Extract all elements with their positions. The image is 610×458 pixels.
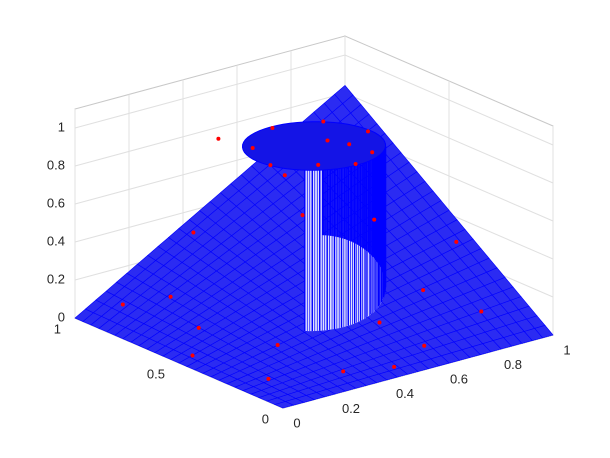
scatter-point (347, 142, 352, 147)
x-tick-label: 0.2 (342, 401, 360, 416)
scatter-point (366, 129, 370, 134)
scatter-point (196, 325, 201, 330)
scatter-point (422, 343, 427, 348)
z-tick-label: 0 (58, 309, 65, 324)
scatter-point (120, 302, 125, 307)
scatter-point (370, 150, 375, 155)
scatter-point (353, 162, 358, 166)
z-tick-label: 0.4 (47, 233, 65, 248)
scatter-point (325, 138, 330, 143)
scatter-point (454, 239, 459, 244)
scatter-point (392, 364, 397, 369)
x-tick-label: 0.4 (396, 386, 414, 401)
scatter-point (316, 162, 321, 167)
scatter-point (266, 376, 271, 381)
x-tick-label: 0.8 (504, 357, 522, 372)
z-tick-label: 1 (58, 119, 65, 134)
y-tick-label: 1 (54, 321, 61, 336)
z-tick-label: 0.2 (47, 271, 65, 286)
scatter-point (191, 230, 196, 235)
scatter-point (282, 173, 287, 178)
scatter-point (341, 369, 346, 374)
scatter-point (270, 126, 275, 130)
x-tick-label: 0 (293, 415, 300, 430)
z-tick-label: 0.8 (47, 157, 65, 172)
cylinder-top (241, 121, 387, 171)
scatter-point (421, 288, 426, 293)
scatter-point (216, 136, 221, 141)
scatter-point (377, 320, 382, 325)
scatter-point (479, 309, 484, 314)
scatter-point (250, 145, 255, 150)
scatter-point (190, 353, 195, 358)
x-tick-label: 1 (563, 342, 570, 357)
scatter-point (275, 342, 280, 347)
scatter-point (372, 217, 377, 222)
scatter-point (168, 294, 173, 299)
scatter-point (321, 119, 326, 124)
scatter-point (268, 163, 273, 168)
z-tick-label: 0.6 (47, 195, 65, 210)
y-tick-label: 0.5 (147, 366, 165, 381)
surface-patch (274, 401, 295, 409)
x-tick-label: 0.6 (450, 372, 468, 387)
y-tick-label: 0 (262, 411, 269, 426)
scatter-point (300, 213, 305, 218)
